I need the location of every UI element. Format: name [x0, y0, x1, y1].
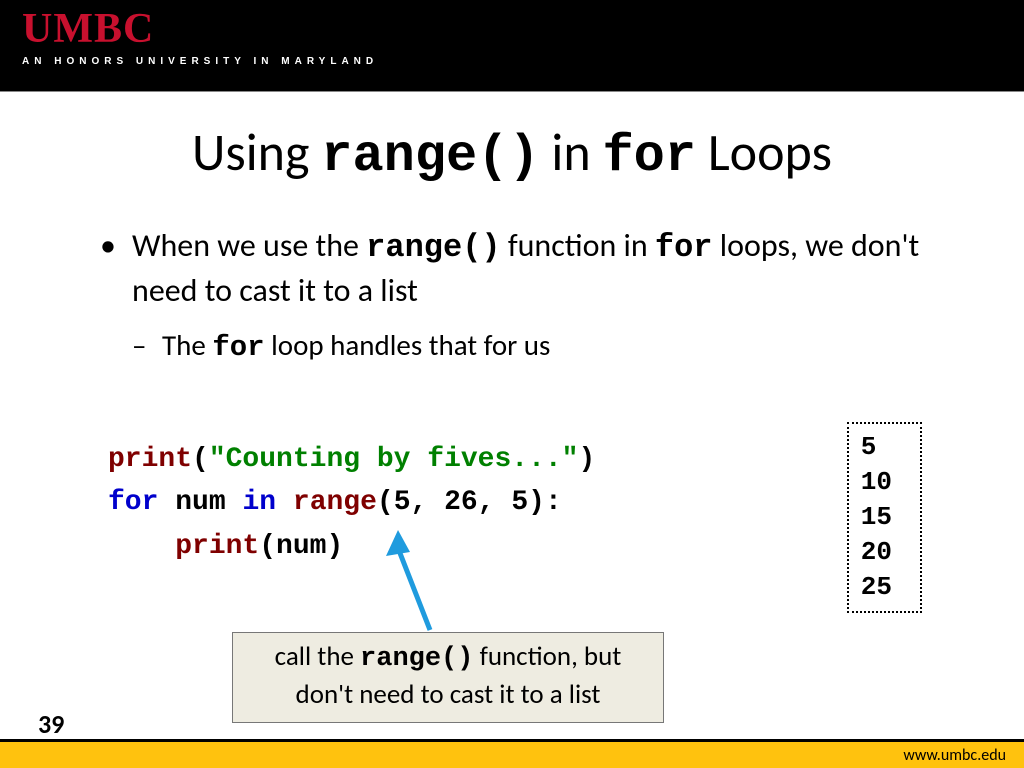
- title-code-2: for: [602, 127, 696, 186]
- code-lparen-3: (: [259, 531, 276, 562]
- code-rparen-2: ):: [528, 487, 562, 518]
- bullet-text-1: When we use the: [132, 226, 366, 265]
- title-code-1: range(): [321, 127, 539, 186]
- code-sp-3: [276, 487, 293, 518]
- bullet-text-2: function in: [501, 226, 655, 265]
- code-range: range: [293, 487, 377, 518]
- bullet-code-2: for: [655, 229, 713, 266]
- footer-url: www.umbc.edu: [903, 746, 1006, 765]
- code-rparen-3: ): [326, 531, 343, 562]
- bullet-main: When we use the range() function in for …: [100, 224, 944, 312]
- logo: UMBC AN HONORS UNIVERSITY IN MARYLAND: [22, 8, 378, 67]
- code-lparen-2: (: [377, 487, 394, 518]
- logo-text: UMBC: [22, 8, 378, 50]
- title-text-3: Loops: [696, 120, 832, 184]
- code-sp-1: [158, 487, 175, 518]
- output-box: 5 10 15 20 25: [847, 422, 922, 613]
- code-in: in: [242, 487, 276, 518]
- code-block: print("Counting by fives...") for num in…: [108, 438, 595, 568]
- code-for: for: [108, 487, 158, 518]
- code-rparen-1: ): [579, 444, 596, 475]
- code-lparen-1: (: [192, 444, 209, 475]
- header-divider: [0, 91, 1024, 92]
- callout-box: call the range() function, but don't nee…: [232, 632, 664, 723]
- callout-code: range(): [360, 644, 473, 674]
- logo-tagline: AN HONORS UNIVERSITY IN MARYLAND: [22, 56, 378, 67]
- sub-code-1: for: [212, 331, 264, 364]
- code-print-2: print: [175, 531, 259, 562]
- sub-text-2: loop handles that for us: [265, 327, 551, 363]
- code-num: num: [175, 487, 225, 518]
- bullet-code-1: range(): [366, 229, 500, 266]
- code-args: 5, 26, 5: [394, 487, 528, 518]
- slide-title: Using range() in for Loops: [0, 120, 1024, 186]
- code-string: "Counting by fives...": [209, 444, 579, 475]
- code-arg-2: num: [276, 531, 326, 562]
- code-sp-2: [226, 487, 243, 518]
- title-text-1: Using: [192, 120, 321, 184]
- footer-bar: www.umbc.edu: [0, 742, 1024, 768]
- page-number: 39: [38, 708, 64, 740]
- sub-bullet: The for loop handles that for us: [100, 326, 944, 367]
- code-print-1: print: [108, 444, 192, 475]
- title-text-2: in: [540, 120, 603, 184]
- content-area: When we use the range() function in for …: [0, 224, 1024, 368]
- header-bar: UMBC AN HONORS UNIVERSITY IN MARYLAND: [0, 0, 1024, 92]
- sub-text-1: The: [162, 327, 212, 363]
- code-indent: [108, 531, 175, 562]
- callout-text-1: call the: [275, 640, 360, 673]
